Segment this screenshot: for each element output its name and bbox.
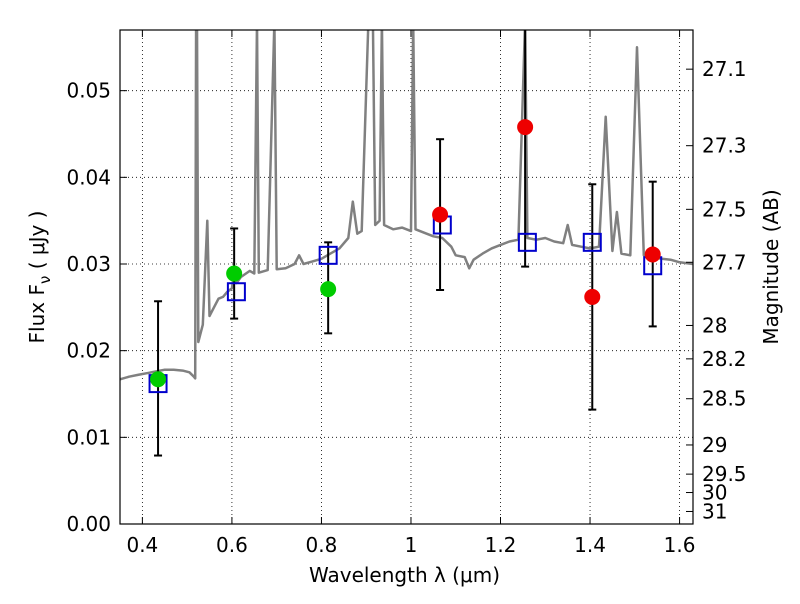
y-tick-label: 0.05 — [66, 79, 111, 103]
mag-tick-label: 27.1 — [702, 57, 747, 81]
x-axis-label: Wavelength λ (μm) — [309, 563, 500, 587]
mag-tick-label: 27.5 — [702, 197, 747, 221]
green-point — [150, 371, 167, 388]
y-tick-label: 0.04 — [66, 165, 111, 189]
red-point — [517, 119, 534, 136]
spectrum-line — [120, 30, 693, 381]
x-tick-label: 1.4 — [574, 533, 606, 557]
plot-area — [120, 30, 693, 457]
mag-tick-label: 30 — [702, 481, 727, 505]
y-tick-label: 0.01 — [66, 425, 111, 449]
y-tick-label: 0.02 — [66, 339, 111, 363]
green-point — [226, 265, 243, 282]
mag-tick-label: 28 — [702, 313, 727, 337]
x-tick-label: 0.8 — [306, 533, 338, 557]
y-axis-label-unit: ( μJy ) — [25, 211, 49, 276]
mag-tick-label: 28.2 — [702, 347, 747, 371]
x-tick-label: 1 — [405, 533, 418, 557]
x-tick-label: 0.4 — [126, 533, 158, 557]
red-point — [584, 288, 601, 305]
y-axis-label-subscript: ν — [36, 276, 54, 284]
x-tick-label: 1.2 — [485, 533, 517, 557]
y-axis-label-main: Flux F — [25, 284, 49, 343]
plot-frame — [119, 29, 694, 525]
mag-tick-label: 27.7 — [702, 250, 747, 274]
mag-tick-label: 29 — [702, 433, 727, 457]
model-square — [582, 232, 602, 252]
red-point — [432, 206, 449, 223]
mag-tick-label: 29.5 — [702, 462, 747, 486]
model-square — [517, 232, 537, 252]
y-tick-label: 0.00 — [66, 512, 111, 536]
y-axis-label: Flux Fν ( μJy ) — [25, 211, 54, 344]
errorbar — [521, 30, 530, 268]
mag-tick-label: 27.3 — [702, 134, 747, 158]
right-axis-label: Magnitude (AB) — [759, 189, 783, 344]
model-square — [226, 282, 246, 302]
mag-tick-label: 31 — [702, 499, 727, 523]
mag-tick-label: 28.5 — [702, 387, 747, 411]
x-tick-label: 1.6 — [664, 533, 696, 557]
green-point — [320, 281, 337, 298]
model-square — [318, 245, 338, 265]
y-tick-label: 0.03 — [66, 252, 111, 276]
red-point — [644, 246, 661, 263]
x-tick-label: 0.6 — [216, 533, 248, 557]
